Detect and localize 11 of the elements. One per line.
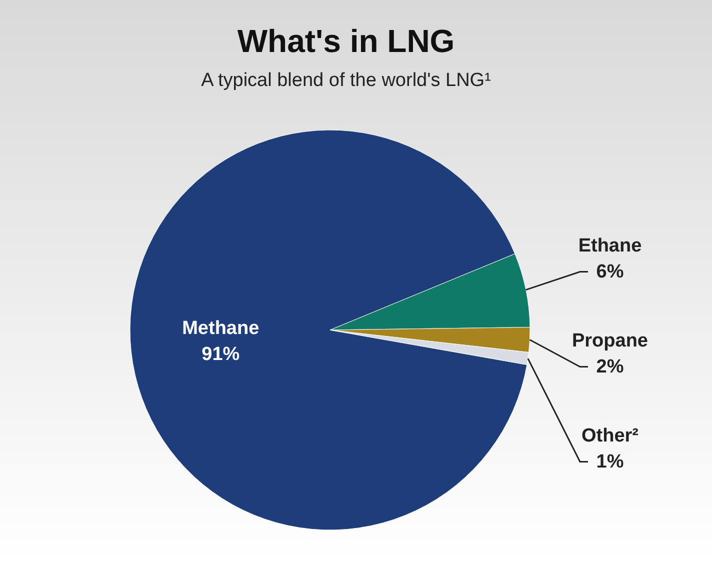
data-label: 6% (596, 262, 624, 283)
slice-label: Propane (572, 330, 648, 352)
pie-slice (130, 130, 528, 530)
slice-label: Methane (182, 318, 260, 339)
data-label: 91% (202, 344, 240, 365)
chart-subtitle: A typical blend of the world's LNG¹ (201, 70, 491, 91)
chart-title: What's in LNG (237, 23, 455, 59)
slice-label: Ethane (578, 236, 642, 257)
data-label: 2% (596, 356, 624, 378)
data-label: 1% (596, 452, 624, 473)
slice-label: Other² (582, 426, 638, 447)
